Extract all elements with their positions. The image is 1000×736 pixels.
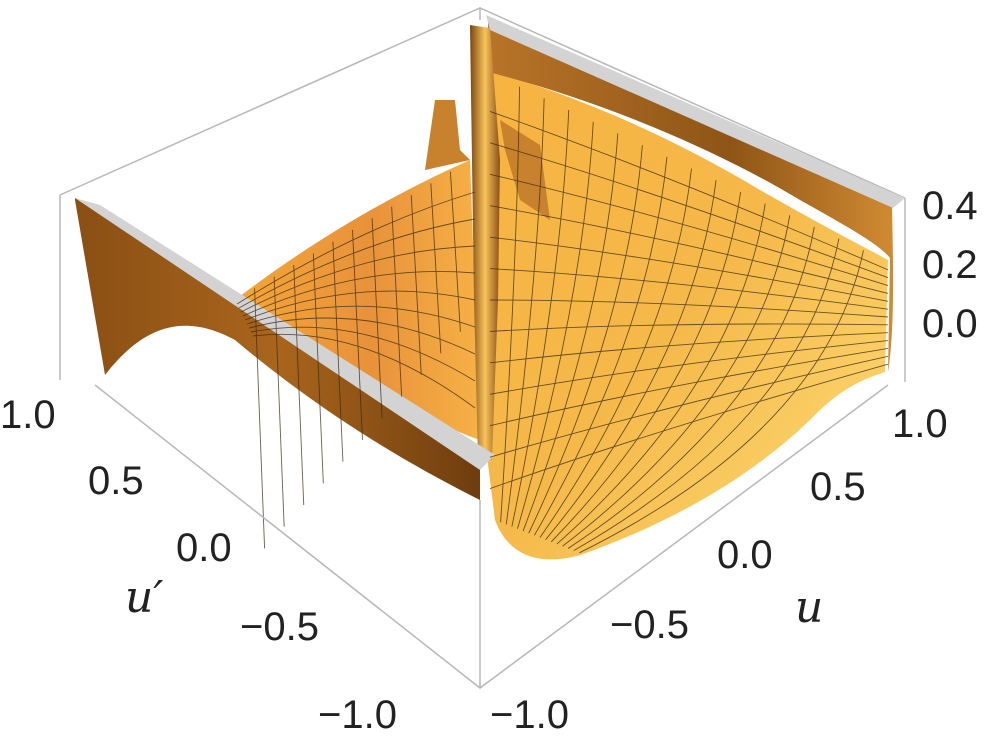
u-prime-tick-label: −0.5 xyxy=(240,605,319,649)
mesh-line xyxy=(293,264,305,506)
u-tick-label: −1.0 xyxy=(490,693,569,736)
mesh-line xyxy=(410,194,422,376)
mesh-line xyxy=(500,86,521,523)
u-tick-label: 1.0 xyxy=(892,402,948,446)
mesh-line xyxy=(489,173,889,287)
z-tick-label: 0.4 xyxy=(922,184,978,228)
u-prime-tick-label: −1.0 xyxy=(318,693,397,736)
mesh-line xyxy=(517,121,594,529)
u-prime-axis-label: u′ xyxy=(125,572,163,623)
box-front-edges xyxy=(94,384,889,689)
clipped-top-back xyxy=(486,15,905,208)
mesh-line xyxy=(236,191,476,305)
u-axis-label: u xyxy=(795,582,823,633)
mesh-line xyxy=(248,317,476,355)
mesh-line xyxy=(246,305,476,328)
mesh-line xyxy=(528,145,643,534)
u-prime-axis: 1.0 0.5 0.0 −0.5 −1.0 u′ xyxy=(0,393,397,736)
mesh-line xyxy=(240,245,476,313)
z-axis: 0.4 0.2 0.0 xyxy=(922,184,978,346)
mesh-line xyxy=(250,326,476,382)
mesh-line xyxy=(579,250,864,554)
u-prime-tick-label: 0.0 xyxy=(176,526,232,570)
mesh-line xyxy=(573,238,840,552)
mesh-line xyxy=(273,276,285,527)
mesh-line xyxy=(489,142,889,279)
mesh-line xyxy=(391,206,403,397)
mesh-line xyxy=(556,203,766,545)
mesh-line xyxy=(533,156,668,536)
mesh-line xyxy=(489,363,889,489)
mesh-line xyxy=(371,218,383,419)
mesh-line xyxy=(522,133,619,532)
mesh-line xyxy=(430,183,442,354)
ridge-spikes xyxy=(425,100,550,220)
mesh-line xyxy=(539,168,692,538)
mesh-line xyxy=(252,333,476,409)
mesh-line xyxy=(489,111,889,271)
surface-ridge xyxy=(470,25,500,460)
mesh-line xyxy=(489,205,889,294)
mesh-line xyxy=(489,347,889,427)
surface-mesh xyxy=(236,86,889,554)
mesh-line xyxy=(489,355,889,458)
z-tick-label: 0.2 xyxy=(922,243,978,287)
u-prime-tick-label: 1.0 xyxy=(0,393,56,437)
mesh-line xyxy=(567,226,815,549)
u-axis: 1.0 0.5 0.0 −0.5 −1.0 u xyxy=(490,402,948,736)
surface-back-wall xyxy=(488,20,894,372)
mesh-line xyxy=(562,215,791,547)
mesh-line xyxy=(312,253,324,484)
mesh-line xyxy=(449,171,461,332)
mesh-line xyxy=(489,299,889,318)
mesh-line xyxy=(550,191,742,543)
mesh-line xyxy=(489,340,889,395)
mesh-line xyxy=(242,271,476,317)
mesh-line xyxy=(505,98,545,525)
mesh-line xyxy=(489,323,889,332)
mesh-line xyxy=(489,332,889,364)
u-prime-tick-label: 0.5 xyxy=(88,459,144,503)
u-tick-label: −0.5 xyxy=(610,603,689,647)
mesh-line xyxy=(332,241,344,462)
mesh-line xyxy=(352,229,363,441)
mesh-line xyxy=(254,288,266,549)
mesh-line xyxy=(238,218,476,309)
box-back-edges xyxy=(59,7,906,382)
mesh-line xyxy=(244,290,476,321)
u-tick-label: 0.5 xyxy=(810,465,866,509)
mesh-line xyxy=(489,268,889,310)
mesh-line xyxy=(489,236,889,302)
mesh-line xyxy=(545,180,717,540)
u-tick-label: 0.0 xyxy=(717,533,773,577)
surface-left-sheet xyxy=(235,160,480,440)
mesh-line xyxy=(511,110,570,527)
z-tick-label: 0.0 xyxy=(922,302,978,346)
